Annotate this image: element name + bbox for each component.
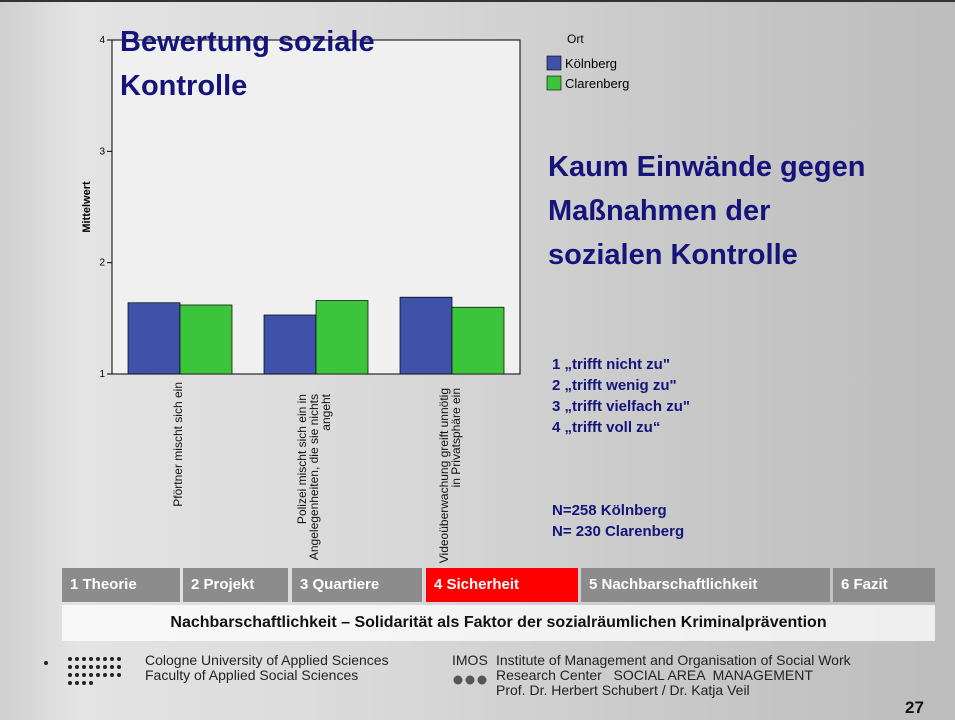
footer-left: Cologne University of Applied Sciences [145,653,389,667]
page-number: 27 [905,698,924,718]
bar [180,305,232,374]
bar [264,315,316,374]
legend-swatch [547,56,561,70]
x-tick-label: Polizei mischt sich ein in Angelegenheit… [296,394,332,570]
bar [316,301,368,374]
imos-dots [452,674,492,686]
y-tick-label: 3 [99,146,105,157]
nav-tab[interactable]: 2 Projekt [183,568,288,602]
legend-title: Ort [567,32,584,46]
legend-label: Kölnberg [565,56,617,71]
slide: 1 2 3 4 Mittelwert Pförtner mischt sich ein P… [0,0,955,720]
scale-item: 2 „trifft wenig zu" [552,377,677,394]
chart-title: Bewertung soziale Kontrolle [120,20,420,108]
scale-item: 1 „trifft nicht zu" [552,356,670,373]
scale-item: 3 „trifft vielfach zu" [552,398,690,415]
footer-right: Prof. Dr. Herbert Schubert / Dr. Katja V… [496,683,750,697]
logo-dots [44,656,134,716]
y-axis-label: Mittelwert [81,181,93,233]
y-tick-label: 4 [99,35,105,46]
bar [400,297,452,374]
footer-right: Research Center SOCIAL AREA MANAGEMENT [496,668,813,682]
nav-tab[interactable]: 1 Theorie [62,568,180,602]
y-tick-label: 1 [99,369,105,380]
legend-swatch [547,76,561,90]
nav-tab[interactable]: 6 Fazit [833,568,935,602]
nav-tab[interactable]: 3 Quartiere [292,568,422,602]
bar [128,303,180,374]
bar [452,307,504,374]
footer-right: Institute of Management and Organisation… [496,653,851,667]
sample-size: N=258 Kölnberg [552,502,667,519]
nav-tab[interactable]: 5 Nachbarschaftlichkeit [581,568,830,602]
footer-imos: IMOS [452,653,488,667]
x-tick-label: Videoüberwachung greift unnötig in Priva… [438,388,462,564]
headline: Kaum Einwände gegen Maßnahmen der sozial… [548,145,878,277]
y-tick-label: 2 [99,258,105,269]
legend-label: Clarenberg [565,76,629,91]
scale-item: 4 „trifft voll zu“ [552,419,660,436]
x-tick-label: Pförtner mischt sich ein [172,382,184,558]
nav-tab[interactable]: 4 Sicherheit [426,568,578,602]
subtitle: Nachbarschaftlichkeit – Solidarität als … [62,605,935,641]
footer-left: Faculty of Applied Social Sciences [145,668,358,682]
sample-size: N= 230 Clarenberg [552,523,684,540]
